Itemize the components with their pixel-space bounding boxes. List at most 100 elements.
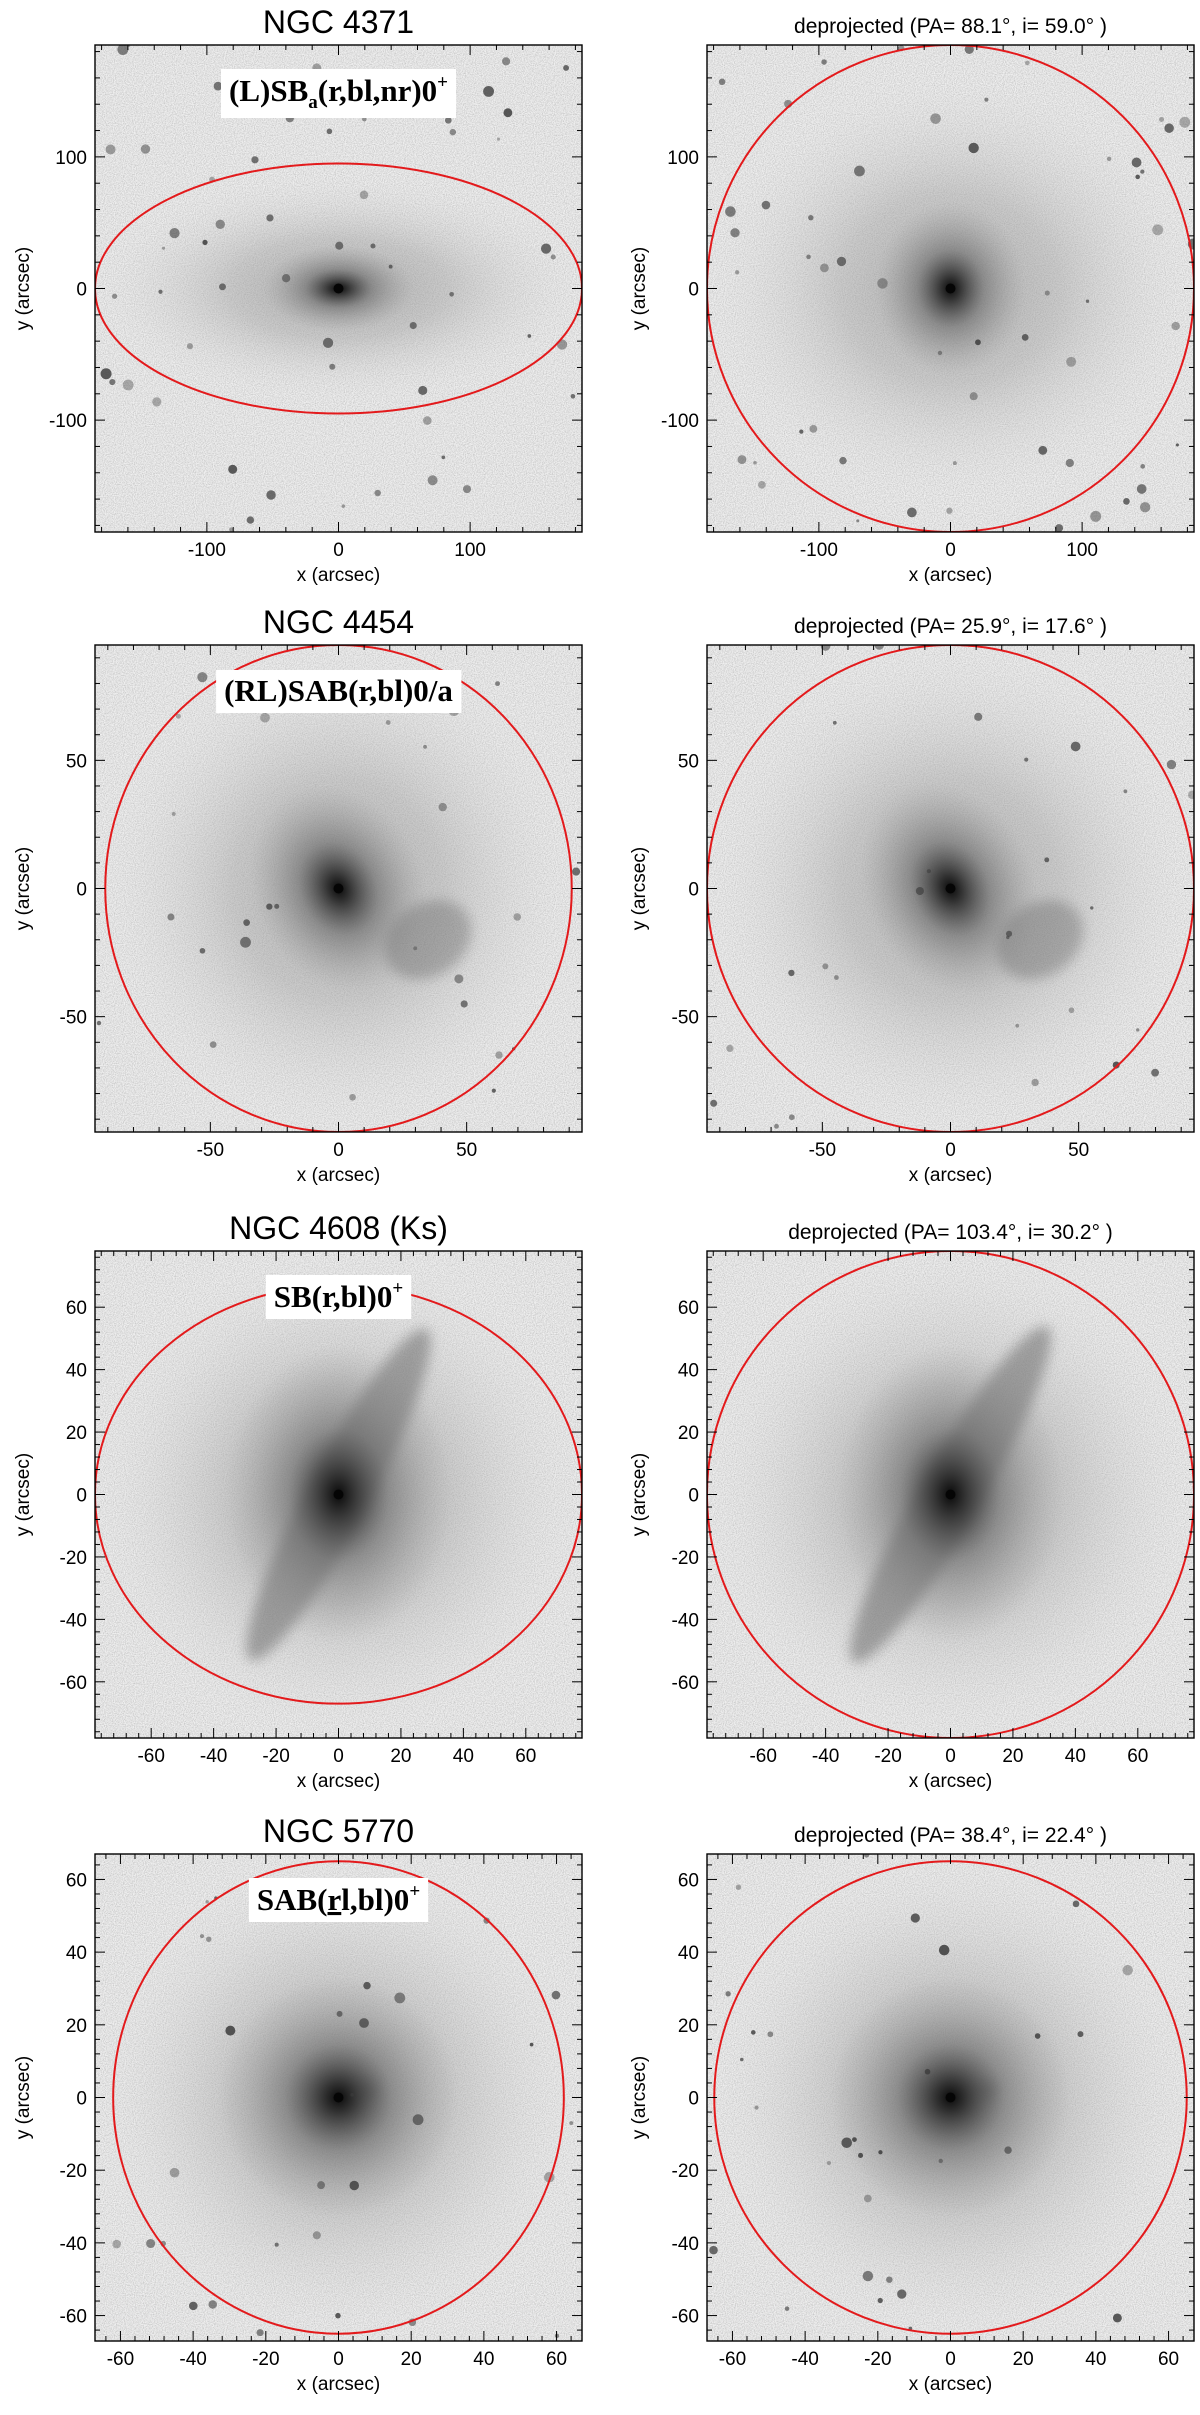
fit-ellipse [104,645,573,1132]
x-tick-label: -60 [137,1746,164,1767]
y-tick-label: 100 [55,148,87,169]
deprojection-title: deprojected (PA= 88.1°, i= 59.0° ) [794,15,1107,38]
svg-text:(RL)SAB(r,bl)0/a: (RL)SAB(r,bl)0/a [224,673,453,708]
x-tick-label: 40 [473,2349,494,2370]
y-tick-label: 20 [66,2016,87,2037]
panel-3: -50 -50 0 0 50 50 x (arcsec) y (arcsec) NGC 4454… [13,604,583,1186]
panel-2: -100 -100 0 0 100 100 x (arcsec) y (arcsec) depr… [629,15,1195,586]
panel-4: -50 -50 0 0 50 50 x (arcsec) y (arcsec) deprojec… [629,615,1195,1186]
y-tick-label: -50 [672,1008,699,1029]
y-tick-label: 50 [66,751,87,772]
deprojection-title: deprojected (PA= 103.4°, i= 30.2° ) [788,1221,1113,1244]
x-tick-label: 60 [1127,1746,1148,1767]
galaxy-image [707,45,1194,532]
x-tick-label: 0 [945,1746,956,1767]
y-tick-label: 20 [678,1423,699,1444]
x-tick-label: -100 [800,540,838,561]
y-tick-label: -100 [661,411,699,432]
panel-7: -60 -60 -40 -40 -20 -20 0 0 20 20 40 40 60 60 x (arcse… [13,1813,583,2395]
x-tick-label: 0 [333,1746,344,1767]
x-tick-label: -50 [809,1140,836,1161]
galaxy-image [95,45,582,532]
y-tick-label: -20 [672,2161,699,2182]
svg-text:SAB(rl,bl)0+: SAB(rl,bl)0+ [257,1881,420,1917]
y-tick-label: -20 [60,1548,87,1569]
x-tick-label: 0 [945,1140,956,1161]
x-tick-label: 100 [1066,540,1098,561]
x-tick-label: 50 [456,1140,477,1161]
galaxy-name: NGC 4454 [263,604,414,640]
y-tick-label: 0 [688,880,699,901]
y-tick-label: 40 [678,1943,699,1964]
x-axis-label: x (arcsec) [909,1771,992,1792]
x-tick-label: -20 [864,2349,891,2370]
x-tick-label: 0 [333,2349,344,2370]
x-tick-label: 20 [1002,1746,1023,1767]
y-tick-label: 40 [66,1943,87,1964]
y-tick-label: 60 [66,1870,87,1891]
y-tick-label: -60 [672,1673,699,1694]
y-tick-label: 40 [678,1361,699,1382]
x-tick-label: -20 [874,1746,901,1767]
x-tick-label: -100 [188,540,226,561]
x-tick-label: 0 [945,2349,956,2370]
x-tick-label: 60 [515,1746,536,1767]
x-tick-label: -60 [719,2349,746,2370]
y-tick-label: -40 [672,2234,699,2255]
galaxy-name: NGC 5770 [263,1813,414,1849]
y-tick-label: 0 [688,2089,699,2110]
hubble-type-label: SAB(rl,bl)0+ [248,1878,429,1922]
x-tick-label: -50 [197,1140,224,1161]
y-axis-label: y (arcsec) [629,2056,650,2139]
x-axis-label: x (arcsec) [297,2374,380,2395]
x-tick-label: 20 [1013,2349,1034,2370]
deprojection-title: deprojected (PA= 38.4°, i= 22.4° ) [794,1824,1107,1847]
panel-grid: -100 -100 0 0 100 100 x (arcsec) y (arcsec) NGC … [13,4,1195,2395]
y-tick-label: -60 [60,1673,87,1694]
y-axis-label: y (arcsec) [13,2056,34,2139]
y-tick-label: 50 [678,751,699,772]
x-tick-label: 100 [454,540,486,561]
y-tick-label: 100 [667,148,699,169]
x-tick-label: 50 [1068,1140,1089,1161]
galaxy-image [95,1854,582,2341]
y-tick-label: -20 [672,1548,699,1569]
x-tick-label: -40 [791,2349,818,2370]
y-tick-label: 0 [76,280,87,301]
x-tick-label: -60 [749,1746,776,1767]
y-tick-label: -50 [60,1008,87,1029]
galaxy-image [707,1251,1194,1738]
deprojection-title: deprojected (PA= 25.9°, i= 17.6° ) [794,615,1107,638]
galaxy-image [707,645,1194,1132]
y-axis-label: y (arcsec) [13,247,34,330]
x-tick-label: -20 [262,1746,289,1767]
y-tick-label: 60 [678,1870,699,1891]
x-tick-label: 0 [333,1140,344,1161]
y-axis-label: y (arcsec) [13,1453,34,1536]
panel-1: -100 -100 0 0 100 100 x (arcsec) y (arcsec) NGC … [13,4,583,586]
x-tick-label: -40 [812,1746,839,1767]
y-tick-label: -40 [672,1610,699,1631]
y-axis-label: y (arcsec) [629,847,650,930]
galaxy-image [95,645,582,1132]
x-tick-label: -40 [179,2349,206,2370]
y-tick-label: 0 [76,1486,87,1507]
x-tick-label: 0 [945,540,956,561]
y-tick-label: 40 [66,1361,87,1382]
x-axis-label: x (arcsec) [297,1165,380,1186]
panel-8: -60 -60 -40 -40 -20 -20 0 0 20 20 40 40 60 60 x (arcse… [629,1824,1195,2395]
y-tick-label: 20 [678,2016,699,2037]
y-tick-label: -40 [60,2234,87,2255]
y-tick-label: 20 [66,1423,87,1444]
galaxy-image [707,1854,1194,2341]
x-axis-label: x (arcsec) [909,565,992,586]
y-tick-label: 0 [76,880,87,901]
x-axis-label: x (arcsec) [909,1165,992,1186]
x-tick-label: -40 [200,1746,227,1767]
x-axis-label: x (arcsec) [297,1771,380,1792]
svg-text:(L)SBa(r,bl,nr)0+: (L)SBa(r,bl,nr)0+ [229,72,448,113]
hubble-type-label: (RL)SAB(r,bl)0/a [216,670,462,713]
y-tick-label: 60 [678,1298,699,1319]
fit-ellipse [95,162,582,415]
